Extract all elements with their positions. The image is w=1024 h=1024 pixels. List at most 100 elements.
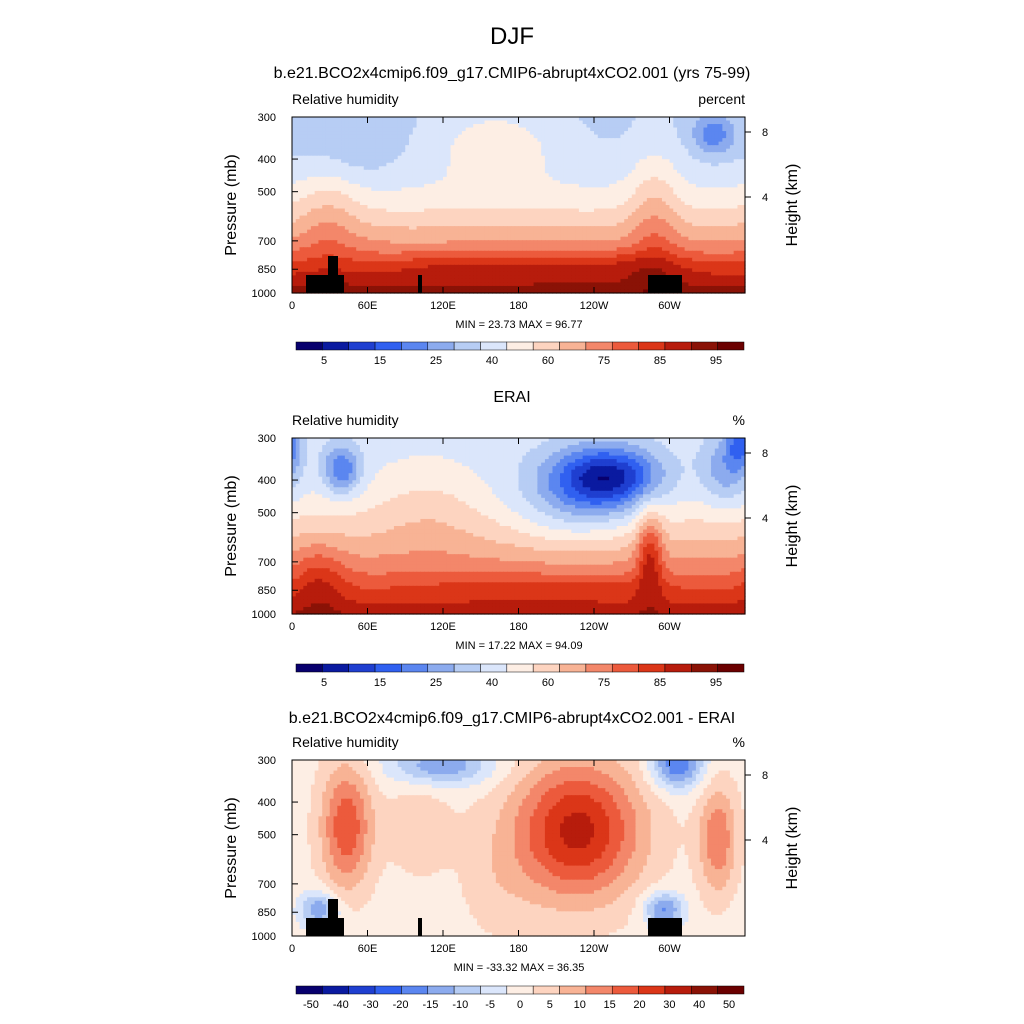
field-cell xyxy=(371,261,376,266)
field-cell xyxy=(307,219,312,224)
field-cell xyxy=(684,247,689,252)
field-cell xyxy=(688,208,693,213)
field-cell xyxy=(518,159,523,164)
field-cell xyxy=(427,183,433,188)
field-cell xyxy=(518,243,523,248)
field-cell xyxy=(692,219,697,224)
field-cell xyxy=(344,240,350,245)
field-cell xyxy=(333,215,338,220)
field-cell xyxy=(627,222,633,227)
field-cell xyxy=(307,145,312,150)
field-cell xyxy=(499,205,505,210)
field-cell xyxy=(386,173,391,178)
field-cell xyxy=(714,117,720,122)
field-cell xyxy=(488,162,493,167)
field-cell xyxy=(556,148,561,153)
field-cell xyxy=(518,166,523,171)
field-cell xyxy=(484,120,489,125)
field-cell xyxy=(435,187,440,192)
field-cell xyxy=(575,194,580,199)
field-cell xyxy=(337,145,342,150)
field-cell xyxy=(578,148,584,153)
field-cell xyxy=(514,138,520,143)
field-cell xyxy=(488,201,493,206)
field-cell xyxy=(661,197,667,203)
field-cell xyxy=(359,162,365,167)
field-cell xyxy=(439,138,444,143)
field-cell xyxy=(378,152,384,157)
field-cell xyxy=(688,176,693,181)
field-cell xyxy=(616,145,622,150)
field-cell xyxy=(307,117,312,122)
field-cell xyxy=(507,187,512,192)
field-cell xyxy=(333,183,338,188)
field-cell xyxy=(654,197,659,203)
field-cell xyxy=(680,159,686,164)
field-cell xyxy=(375,222,380,227)
field-cell xyxy=(492,180,497,185)
field-cell xyxy=(718,212,723,217)
field-cell xyxy=(677,240,682,245)
field-cell xyxy=(299,138,304,143)
field-cell xyxy=(375,212,380,217)
field-cell xyxy=(488,229,493,234)
field-cell xyxy=(643,120,648,125)
field-cell xyxy=(307,190,312,196)
field-cell xyxy=(661,187,667,192)
field-cell xyxy=(507,134,512,139)
field-cell xyxy=(526,169,531,174)
field-cell xyxy=(597,205,603,210)
field-cell xyxy=(458,219,463,224)
field-cell xyxy=(582,197,588,203)
field-cell xyxy=(733,176,739,181)
field-cell xyxy=(458,176,463,181)
field-cell xyxy=(620,159,625,164)
field-cell xyxy=(688,141,693,146)
field-cell xyxy=(348,180,354,185)
field-cell xyxy=(356,236,361,241)
field-cell xyxy=(684,219,689,224)
field-cell xyxy=(386,117,391,122)
field-cell xyxy=(658,208,663,213)
field-cell xyxy=(646,257,652,262)
field-cell xyxy=(597,162,603,167)
field-cell xyxy=(741,124,746,129)
field-cell xyxy=(499,254,505,259)
field-cell xyxy=(597,176,603,181)
field-cell xyxy=(439,194,444,199)
field-cell xyxy=(635,131,640,136)
field-cell xyxy=(405,194,410,199)
field-cell xyxy=(393,152,399,157)
field-cell xyxy=(375,243,380,248)
field-cell xyxy=(650,134,656,139)
field-cell xyxy=(522,194,527,199)
field-cell xyxy=(590,159,595,164)
field-cell xyxy=(646,226,652,231)
field-cell xyxy=(318,187,323,192)
field-cell xyxy=(469,187,474,192)
field-cell xyxy=(431,229,437,234)
field-cell xyxy=(409,124,414,129)
field-cell xyxy=(416,190,421,196)
field-cell xyxy=(597,190,603,196)
field-cell xyxy=(661,134,667,139)
field-cell xyxy=(541,180,546,185)
field-cell xyxy=(431,208,437,213)
field-cell xyxy=(465,148,471,153)
field-cell xyxy=(439,148,444,153)
field-cell xyxy=(307,222,312,227)
field-cell xyxy=(737,127,742,132)
field-cell xyxy=(359,219,365,224)
field-cell xyxy=(499,233,505,238)
field-cell xyxy=(627,240,633,245)
field-cell xyxy=(356,166,361,171)
field-cell xyxy=(409,145,414,150)
field-cell xyxy=(310,145,316,150)
field-cell xyxy=(575,124,580,129)
field-cell xyxy=(409,208,414,213)
field-cell xyxy=(726,159,731,164)
field-cell xyxy=(639,148,644,153)
field-cell xyxy=(677,138,682,143)
field-cell xyxy=(575,187,580,192)
field-cell xyxy=(292,201,297,206)
